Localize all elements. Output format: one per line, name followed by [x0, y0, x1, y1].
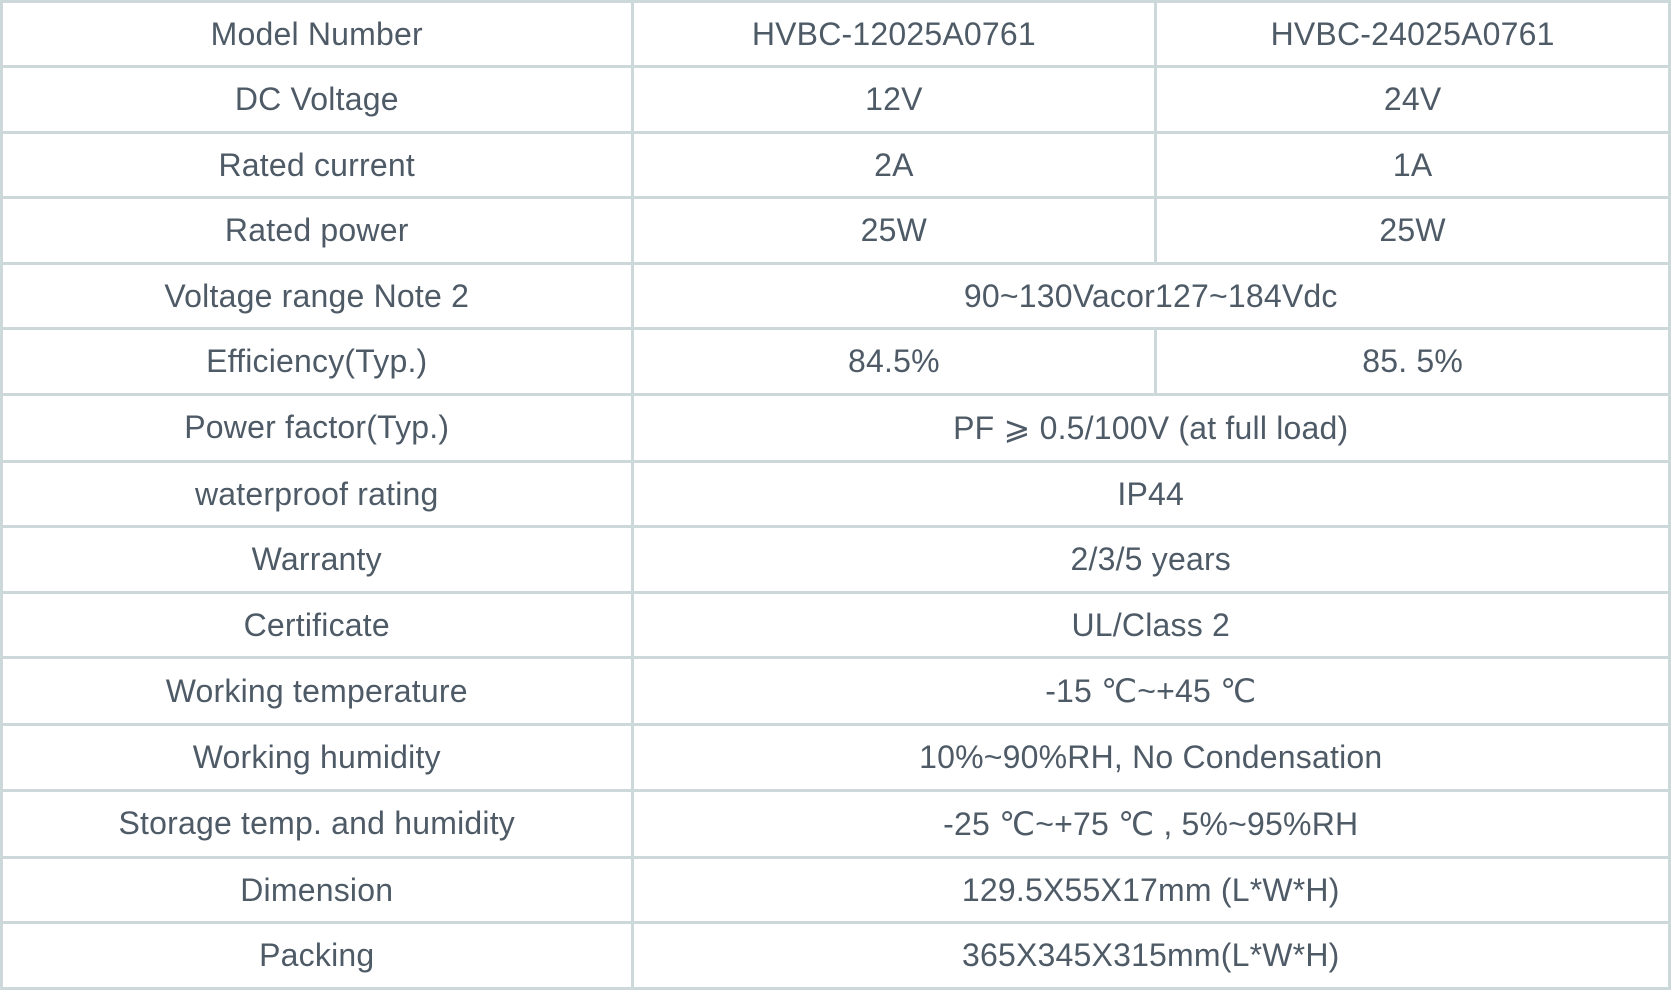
spec-label: Packing: [0, 921, 634, 990]
table-row-packing: Packing 365X345X315mm(L*W*H): [0, 921, 1671, 990]
spec-value: -15 ℃~+45 ℃: [630, 656, 1671, 727]
spec-label: Certificate: [0, 590, 634, 660]
table-row-waterproof-rating: waterproof rating IP44: [0, 459, 1671, 529]
spec-value: 10%~90%RH, No Condensation: [630, 723, 1671, 792]
spec-label: waterproof rating: [0, 459, 634, 529]
table-row-voltage-range: Voltage range Note 2 90~130Vacor127~184V…: [0, 261, 1671, 331]
spec-value: HVBC-24025A0761: [1154, 0, 1671, 69]
spec-label: Working temperature: [0, 656, 634, 727]
spec-value: 90~130Vacor127~184Vdc: [630, 261, 1671, 331]
spec-label: DC Voltage: [0, 65, 634, 134]
spec-value: 25W: [1154, 196, 1671, 265]
spec-label: Warranty: [0, 525, 634, 594]
spec-value: 25W: [630, 196, 1158, 265]
spec-value: 85. 5%: [1154, 327, 1671, 396]
spec-label: Dimension: [0, 856, 634, 925]
spec-value: 365X345X315mm(L*W*H): [630, 921, 1671, 990]
spec-label: Power factor(Typ.): [0, 392, 634, 463]
spec-label: Working humidity: [0, 723, 634, 792]
table-row-power-factor: Power factor(Typ.) PF ⩾ 0.5/100V (at ful…: [0, 392, 1671, 463]
spec-value: 2/3/5 years: [630, 525, 1671, 594]
spec-value: IP44: [630, 459, 1671, 529]
table-row-warranty: Warranty 2/3/5 years: [0, 525, 1671, 594]
table-row-efficiency: Efficiency(Typ.) 84.5% 85. 5%: [0, 327, 1671, 396]
spec-value: HVBC-12025A0761: [630, 0, 1158, 69]
spec-value: 84.5%: [630, 327, 1158, 396]
spec-value: PF ⩾ 0.5/100V (at full load): [630, 392, 1671, 463]
spec-label: Rated current: [0, 130, 634, 200]
spec-label: Voltage range Note 2: [0, 261, 634, 331]
spec-value: -25 ℃~+75 ℃ , 5%~95%RH: [630, 788, 1671, 860]
table-row-rated-power: Rated power 25W 25W: [0, 196, 1671, 265]
table-row-dimension: Dimension 129.5X55X17mm (L*W*H): [0, 856, 1671, 925]
spec-label: Model Number: [0, 0, 634, 69]
table-row-model-number: Model Number HVBC-12025A0761 HVBC-24025A…: [0, 0, 1671, 69]
spec-value: UL/Class 2: [630, 590, 1671, 660]
table-row-working-humidity: Working humidity 10%~90%RH, No Condensat…: [0, 723, 1671, 792]
table-row-working-temperature: Working temperature -15 ℃~+45 ℃: [0, 656, 1671, 727]
spec-label: Efficiency(Typ.): [0, 327, 634, 396]
spec-value: 12V: [630, 65, 1158, 134]
spec-value: 24V: [1154, 65, 1671, 134]
spec-value: 1A: [1154, 130, 1671, 200]
table-row-dc-voltage: DC Voltage 12V 24V: [0, 65, 1671, 134]
table-row-storage-temp-humidity: Storage temp. and humidity -25 ℃~+75 ℃ ,…: [0, 788, 1671, 860]
spec-label: Rated power: [0, 196, 634, 265]
spec-label: Storage temp. and humidity: [0, 788, 634, 860]
table-row-certificate: Certificate UL/Class 2: [0, 590, 1671, 660]
table-row-rated-current: Rated current 2A 1A: [0, 130, 1671, 200]
spec-value: 129.5X55X17mm (L*W*H): [630, 856, 1671, 925]
spec-value: 2A: [630, 130, 1158, 200]
